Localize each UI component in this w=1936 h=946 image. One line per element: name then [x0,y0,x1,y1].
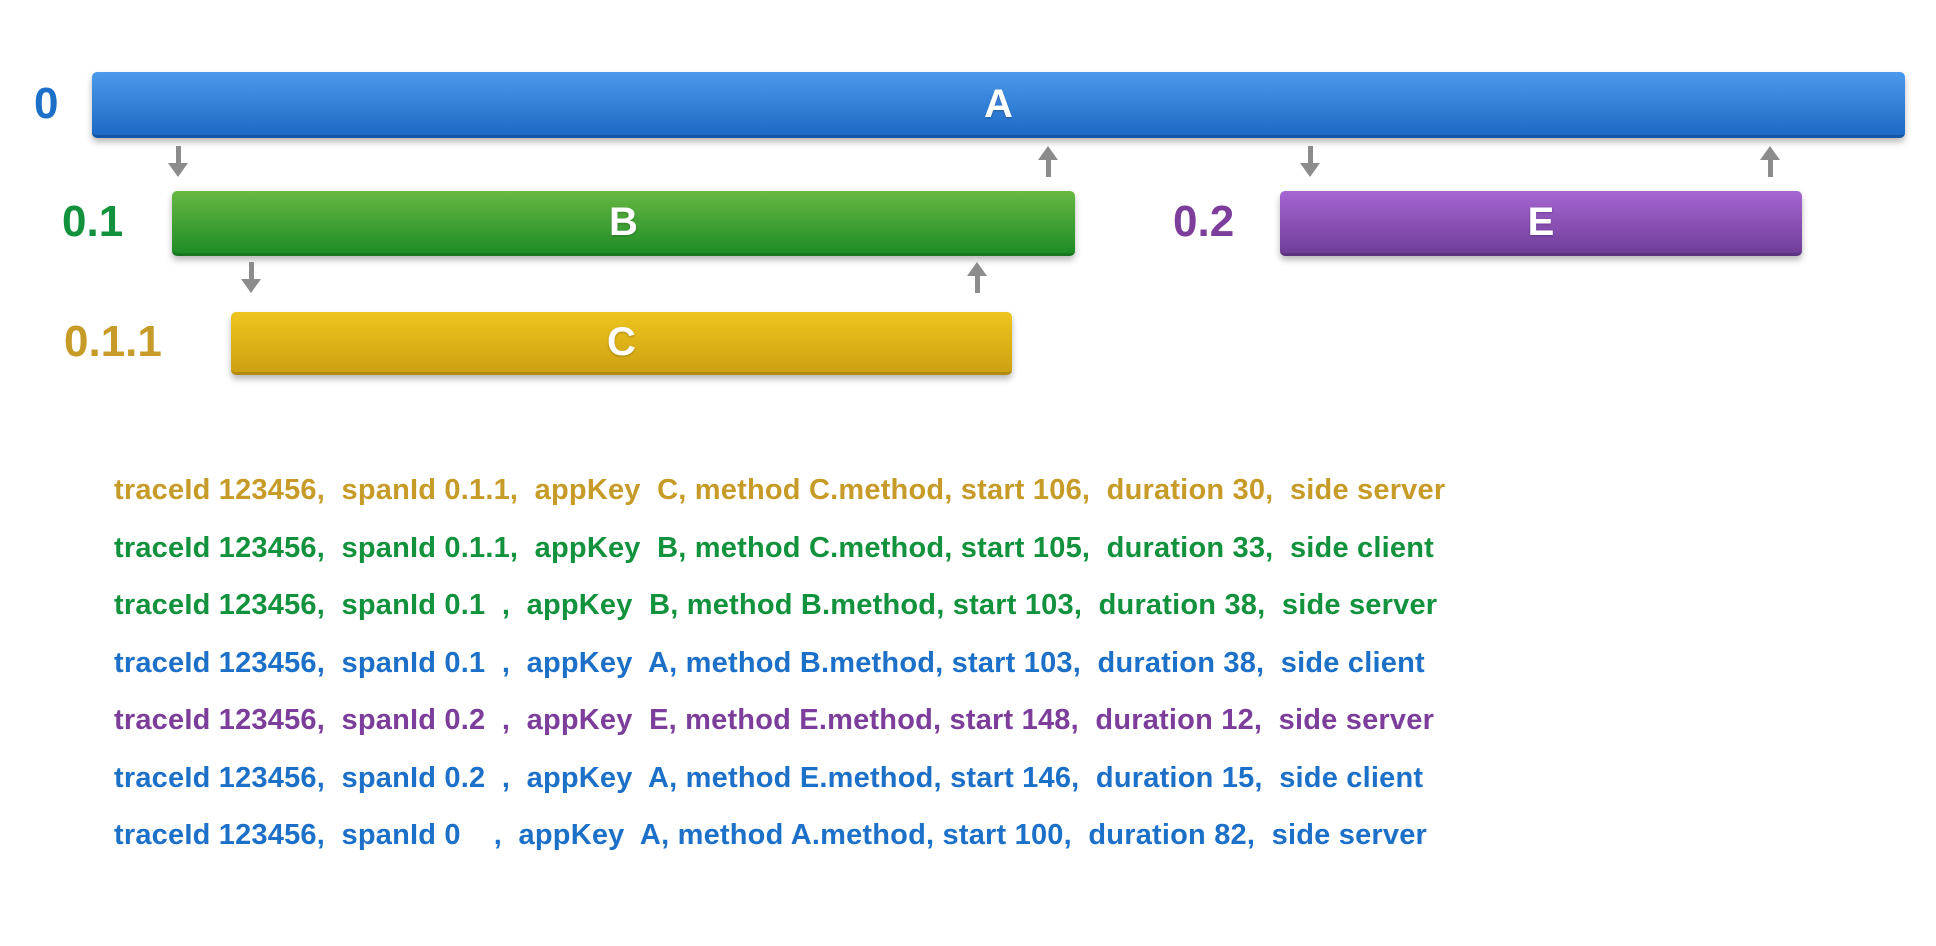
span-bar-e-label: E [1527,200,1555,244]
span-bar-c-label: C [607,320,636,364]
span-bar-a: A [92,72,1905,138]
log-line: traceId 123456, spanId 0 , appKey A, met… [114,819,1428,851]
arrow-up-b-end-icon [1037,146,1059,177]
span-bar-b: B [172,191,1075,256]
span-bar-c: C [231,312,1012,375]
arrow-up-c-end-icon [966,262,988,293]
log-line: traceId 123456, spanId 0.1.1, appKey C, … [114,474,1446,506]
span-bar-b-label: B [609,200,638,244]
log-line: traceId 123456, spanId 0.1.1, appKey B, … [114,531,1434,564]
trace-log: traceId 123456, spanId 0.1.1, appKey C, … [114,462,1445,865]
arrow-down-e-start-icon [1299,146,1321,177]
arrow-down-c-start-icon [240,262,262,293]
span-bar-e: E [1280,191,1802,256]
log-line: traceId 123456, spanId 0.2 , appKey E, m… [114,704,1435,736]
log-line: traceId 123456, spanId 0.1 , appKey B, m… [114,589,1438,621]
arrow-down-b-start-icon [167,146,189,177]
arrow-up-e-end-icon [1759,146,1781,177]
span-bar-a-label: A [984,81,1013,126]
span-id-label-0: 0 [34,78,59,128]
span-id-label-0-1: 0.1 [62,197,124,246]
log-line: traceId 123456, spanId 0.1 , appKey A, m… [114,646,1425,679]
span-id-label-0-2: 0.2 [1173,197,1235,246]
span-id-label-0-1-1: 0.1.1 [64,317,162,366]
log-line: traceId 123456, spanId 0.2 , appKey A, m… [114,761,1424,794]
